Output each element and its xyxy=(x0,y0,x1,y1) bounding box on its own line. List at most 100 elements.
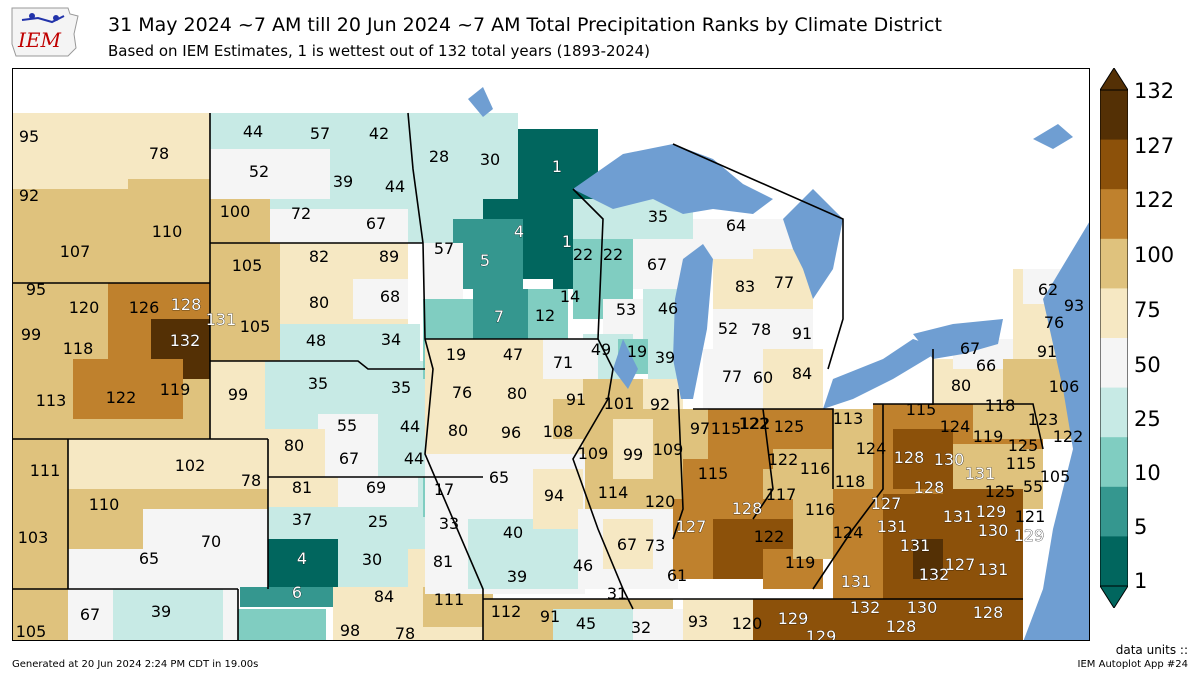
district-rank-label: 44 xyxy=(243,122,263,141)
district-rank-label: 132 xyxy=(170,331,201,350)
district-rank-label: 12 xyxy=(535,306,555,325)
district-rank-label: 129 xyxy=(1014,526,1045,545)
district-rank-label: 102 xyxy=(175,456,206,475)
district-rank-label: 122 xyxy=(768,450,799,469)
district-rank-label: 55 xyxy=(337,416,357,435)
district-rank-label: 115 xyxy=(711,419,742,438)
district-rank-label: 128 xyxy=(171,295,202,314)
district-rank-label: 39 xyxy=(333,172,353,191)
district-rank-label: 40 xyxy=(503,523,523,542)
district-rank-label: 19 xyxy=(627,342,647,361)
district-rank-label: 39 xyxy=(507,567,527,586)
district-rank-label: 44 xyxy=(400,417,420,436)
district-rank-label: 45 xyxy=(576,614,596,633)
colorbar-swatch xyxy=(1100,387,1128,438)
district-rank-label: 48 xyxy=(306,331,326,350)
district-rank-label: 32 xyxy=(631,618,651,637)
district-rank-label: 83 xyxy=(735,277,755,296)
district-rank-label: 123 xyxy=(1028,410,1059,429)
district-rank-label: 89 xyxy=(379,247,399,266)
district-rank-label: 44 xyxy=(404,449,424,468)
district-rank-label: 66 xyxy=(976,356,996,375)
district-rank-label: 131 xyxy=(978,560,1009,579)
district-rank-label: 127 xyxy=(676,517,707,536)
colorbar-swatch xyxy=(1100,189,1128,240)
colorbar-tick-label: 132 xyxy=(1134,79,1175,103)
district-rank-label: 113 xyxy=(833,409,864,428)
district-rank-label: 122 xyxy=(740,414,771,433)
district-rank-label: 1 xyxy=(552,157,562,176)
district-rank-label: 81 xyxy=(292,478,312,497)
district-rank-label: 105 xyxy=(232,256,263,275)
page-subtitle: Based on IEM Estimates, 1 is wettest out… xyxy=(108,42,651,60)
district-rank-label: 130 xyxy=(907,598,938,617)
colorbar-tick-label: 100 xyxy=(1134,243,1175,267)
district-rank-label: 109 xyxy=(578,444,609,463)
district-rank-label: 67 xyxy=(339,449,359,468)
district-rank-label: 30 xyxy=(480,150,500,169)
district-rank-label: 131 xyxy=(943,507,974,526)
colorbar-swatch xyxy=(1100,437,1128,488)
district-rank-label: 93 xyxy=(1064,296,1084,315)
water-bodies xyxy=(468,87,1089,640)
district-rank-label: 53 xyxy=(616,300,636,319)
district-rank-label: 116 xyxy=(805,500,836,519)
district-rank-label: 31 xyxy=(607,584,627,603)
district-rank-label: 119 xyxy=(160,380,191,399)
district-rank-label: 35 xyxy=(648,207,668,226)
district-rank-label: 67 xyxy=(617,535,637,554)
district-rank-label: 124 xyxy=(833,523,864,542)
district-rank-label: 61 xyxy=(667,566,687,585)
district-rank-label: 49 xyxy=(591,340,611,359)
district-rank-label: 105 xyxy=(16,622,47,641)
district-rank-label: 22 xyxy=(603,245,623,264)
climate-district-map[interactable]: 95 78 92 110 107 44 57 42 52 39 44 100 72 67 28 30 1 4 1 57… xyxy=(12,68,1090,641)
colorbar-swatch xyxy=(1100,536,1128,587)
colorbar-tick-label: 25 xyxy=(1134,407,1161,431)
district-rank-label: 98 xyxy=(340,621,360,640)
district-rank-label: 1 xyxy=(562,232,572,251)
district-rank-label: 129 xyxy=(806,627,837,641)
district-rank-label: 25 xyxy=(368,512,388,531)
district-rank-label: 125 xyxy=(985,482,1016,501)
district-rank-label: 118 xyxy=(63,339,94,358)
district-rank-label: 60 xyxy=(753,368,773,387)
colorbar-tick-label: 10 xyxy=(1134,461,1161,485)
district-rank-label: 120 xyxy=(69,298,100,317)
district-rank-label: 129 xyxy=(976,502,1007,521)
district-rank-label: 34 xyxy=(381,330,401,349)
district-rank-label: 67 xyxy=(80,605,100,624)
region-fill-michigan xyxy=(693,219,823,409)
colorbar-tick-label: 127 xyxy=(1134,134,1175,158)
district-rank-label: 101 xyxy=(604,394,635,413)
district-rank-label: 105 xyxy=(240,317,271,336)
district-rank-label: 110 xyxy=(89,495,120,514)
district-rank-label: 94 xyxy=(544,486,564,505)
district-rank-label: 76 xyxy=(1044,313,1064,332)
district-rank-label: 114 xyxy=(598,483,629,502)
colorbar-tick-label: 1 xyxy=(1134,569,1148,593)
district-rank-label: 19 xyxy=(446,345,466,364)
district-rank-label: 17 xyxy=(434,480,454,499)
state-borders xyxy=(13,112,1044,640)
district-rank-label: 110 xyxy=(152,222,183,241)
district-rank-label: 84 xyxy=(374,587,394,606)
district-rank-label: 22 xyxy=(573,245,593,264)
district-rank-label: 126 xyxy=(129,298,160,317)
district-rank-label: 131 xyxy=(877,517,908,536)
district-rank-label: 57 xyxy=(310,124,330,143)
district-rank-label: 77 xyxy=(774,273,794,292)
colorbar-tick-label: 5 xyxy=(1134,515,1148,539)
district-rank-label: 128 xyxy=(732,499,763,518)
district-rank-label: 46 xyxy=(573,556,593,575)
district-rank-label: 130 xyxy=(978,521,1009,540)
district-rank-label: 112 xyxy=(491,602,522,621)
district-rank-label: 4 xyxy=(297,549,307,568)
district-rank-label: 57 xyxy=(434,239,454,258)
district-rank-label: 95 xyxy=(26,280,46,299)
district-rank-label: 62 xyxy=(1038,280,1058,299)
colorbar-swatch xyxy=(1100,338,1128,389)
district-rank-label: 30 xyxy=(362,550,382,569)
district-rank-label: 77 xyxy=(722,367,742,386)
district-rank-label: 113 xyxy=(36,391,67,410)
